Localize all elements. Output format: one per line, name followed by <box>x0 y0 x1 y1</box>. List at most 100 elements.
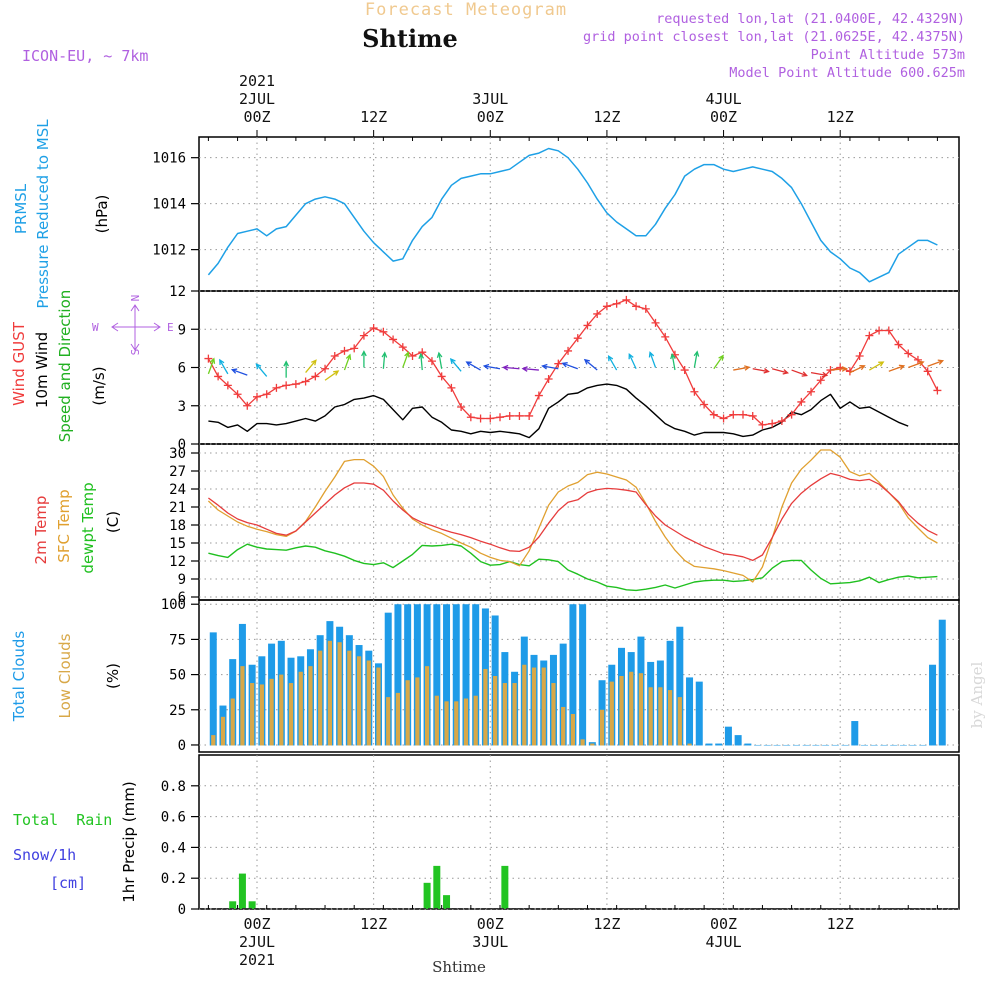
wind-direction-arrow <box>466 361 481 371</box>
pressure-unit: (hPa) <box>93 195 111 234</box>
wind-direction-arrowhead <box>628 352 634 360</box>
wind-direction-arrow <box>402 352 409 368</box>
wind-direction-arrowhead <box>436 351 443 358</box>
low-cloud-bar <box>668 690 673 746</box>
gust-marker <box>651 318 660 327</box>
wind-direction-arrowhead <box>583 358 590 365</box>
wind-direction-arrowhead <box>449 357 456 365</box>
top-time-label: 3JUL <box>472 90 508 108</box>
wind-direction-arrow <box>671 354 676 371</box>
gust-marker <box>719 414 728 423</box>
ytick-label-pressure: 1014 <box>152 197 186 213</box>
gust-marker <box>398 343 407 352</box>
wind-direction-arrow <box>450 358 462 372</box>
wind-direction-arrow <box>628 353 637 370</box>
wind-direction-arrow <box>438 352 443 369</box>
total-cloud-bar <box>686 677 694 746</box>
wind-direction-arrowhead <box>482 363 490 370</box>
ytick-label-precip: 0.6 <box>161 810 186 826</box>
model-point-altitude: Model Point Altitude 600.625m <box>729 65 965 81</box>
bottom-time-label: 00Z <box>710 915 737 933</box>
top-time-label: 00Z <box>710 108 737 126</box>
wind-direction-arrowhead <box>744 365 751 371</box>
pressure-label-1: PRMSL <box>12 183 30 234</box>
wind-10m-label: 10m Wind <box>33 332 51 408</box>
low-cloud-bar <box>687 743 692 746</box>
top-time-label: 4JUL <box>705 90 741 108</box>
temp-unit: (C) <box>104 511 122 533</box>
low-cloud-bar <box>609 681 614 746</box>
low-cloud-bar <box>356 656 362 746</box>
gust-marker <box>855 352 864 361</box>
total-cloud-bar <box>812 744 820 746</box>
wind-direction-arrow <box>752 368 769 373</box>
ytick-label-cloud: 0 <box>178 738 186 754</box>
model-label: ICON-EU, ~ 7km <box>22 47 148 65</box>
wind-direction-arrowhead <box>219 358 225 366</box>
wind-direction-arrowhead <box>209 357 216 364</box>
ytick-label-temp: 24 <box>169 482 186 498</box>
rain-bar <box>238 873 246 909</box>
ytick-label-temp: 12 <box>169 554 186 570</box>
low-cloud-bar <box>541 667 546 746</box>
total-cloud-bar <box>841 744 849 746</box>
gust-marker <box>447 383 456 392</box>
total-rain-label: Total Rain <box>13 811 112 829</box>
prmsl-series-line <box>207 147 938 283</box>
wind-direction-arrow <box>562 362 578 370</box>
wind-direction-arrow <box>733 366 750 371</box>
low-cloud-bar <box>493 676 498 746</box>
total-clouds-label: Total Clouds <box>10 631 28 723</box>
wind-direction-arrow <box>343 354 351 371</box>
total-cloud-bar <box>559 643 567 746</box>
wind-direction-arrowhead <box>607 354 614 362</box>
total-cloud-bar <box>899 744 907 746</box>
total-cloud-bar <box>734 735 742 746</box>
gust-marker <box>359 331 368 340</box>
compass-arrow-w <box>111 322 119 332</box>
low-cloud-bar <box>366 660 371 746</box>
gust-marker <box>573 334 582 343</box>
wind-direction-arrowhead <box>918 360 925 367</box>
total-cloud-bar <box>705 743 713 746</box>
wind-direction-arrow <box>713 355 724 370</box>
total-cloud-bar <box>783 744 791 746</box>
low-cloud-bar <box>522 664 527 746</box>
gust-marker <box>544 374 553 383</box>
gust-marker <box>204 354 213 363</box>
gust-marker <box>282 381 291 390</box>
wind-direction-arrowhead <box>404 351 410 358</box>
gust-marker <box>486 414 495 423</box>
wind-direction-arrowhead <box>801 371 808 377</box>
precip-panel-frame <box>198 754 960 910</box>
bottom-location-title: Shtime <box>432 958 486 976</box>
low-cloud-bar <box>386 697 391 746</box>
total-cloud-bar <box>890 744 898 746</box>
gust-marker <box>408 352 417 361</box>
wind-direction-arrowhead <box>311 359 317 366</box>
gust-marker <box>350 344 359 353</box>
bottom-time-label: 00Z <box>477 915 504 933</box>
total-cloud-bar <box>695 681 703 746</box>
wind-direction-arrow <box>219 359 229 375</box>
wind-direction-arrowhead <box>859 365 866 371</box>
low-cloud-bar <box>512 683 517 746</box>
gust-marker <box>321 364 330 373</box>
total-cloud-bar <box>861 744 868 746</box>
low-cloud-bar <box>425 666 430 746</box>
wind-direction-arrowhead <box>763 368 770 374</box>
gust-marker <box>865 331 874 340</box>
total-cloud-bar <box>209 632 217 746</box>
wind-direction-arrow <box>584 359 598 371</box>
axis-labels: 1012101410160369126912151821242730025507… <box>152 72 938 969</box>
wind-direction-arrowhead <box>670 352 676 360</box>
temp-panel-frame <box>198 443 960 601</box>
low-cloud-bar <box>405 680 410 746</box>
gust-marker <box>564 346 573 355</box>
ytick-label-precip: 0 <box>178 902 186 918</box>
ytick-label-pressure: 1016 <box>152 151 186 167</box>
low-cloud-bar <box>444 701 449 746</box>
compass-east: E <box>167 321 174 334</box>
wind-direction-arrow <box>693 351 698 368</box>
